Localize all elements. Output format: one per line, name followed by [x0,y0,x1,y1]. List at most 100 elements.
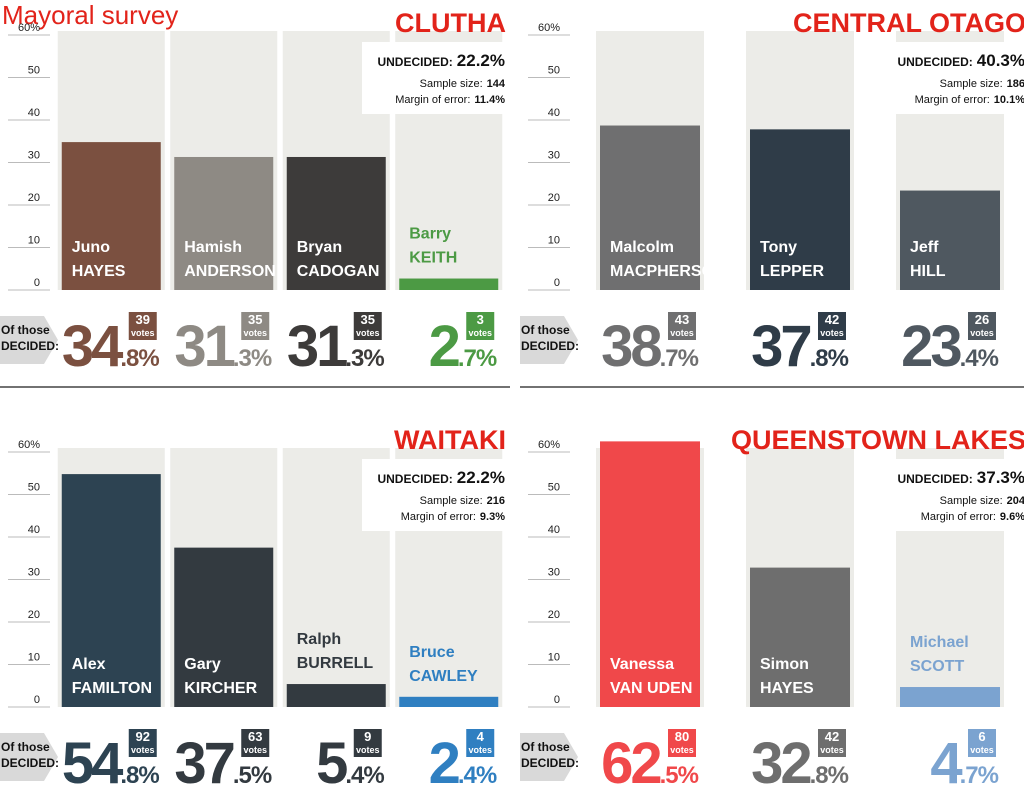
candidate-last-name: HAYES [72,263,126,280]
votes-count: 42 [825,729,839,744]
value-label: 34.8% [62,314,160,379]
candidate-first-name: Juno [72,239,110,256]
y-tick-label: 0 [554,694,560,706]
votes-box [128,729,157,757]
y-tick-label: 10 [548,652,560,664]
value-label: 2.7% [429,314,497,379]
candidate-first-name: Malcolm [610,239,674,256]
value-label: 4.7% [930,731,998,794]
candidate-first-name: Tony [760,239,797,256]
info-box [882,459,1024,531]
votes-box [968,312,996,340]
y-tick-label: 40 [28,107,40,119]
y-tick-label: 50 [548,482,560,494]
votes-label: votes [970,745,994,755]
y-tick-label: 0 [34,277,40,289]
decided-label: DECIDED: [1,756,59,770]
info-value: 144 [487,78,506,90]
candidate-first-name: Vanessa [610,656,674,673]
value-label: 38.7% [601,314,699,379]
value-label: 62.5% [601,731,699,794]
bar [750,129,850,290]
decided-label: DECIDED: [521,339,579,353]
y-tick-label: 30 [28,150,40,162]
candidate-first-name: Michael [910,634,969,651]
candidate-first-name: Hamish [184,239,242,256]
votes-count: 80 [675,729,689,744]
votes-box [241,729,270,757]
value-label: 54.8% [62,731,160,794]
bar [286,684,386,707]
y-tick-label: 0 [34,694,40,706]
info-label: Margin of error: [401,511,476,523]
candidate-first-name: Bruce [409,644,454,661]
candidate-last-name: KEITH [409,250,457,267]
candidate-last-name: FAMILTON [72,680,152,697]
bar [600,441,700,707]
votes-box [353,312,382,340]
info-value: 11.4% [474,94,505,106]
y-tick-label: 50 [28,482,40,494]
bar [399,278,499,290]
y-tick-label: 60% [18,439,40,451]
y-tick-label: 30 [548,150,560,162]
candidate-last-name: MACPHERSON [610,263,726,280]
candidate-last-name: KIRCHER [184,680,257,697]
panel-title: CENTRAL OTAGO [793,8,1024,38]
info-value: 216 [487,495,505,507]
info-label: Sample size: [420,78,483,90]
votes-label: votes [820,745,844,755]
votes-label: votes [356,745,380,755]
info-label: UNDECIDED: [897,55,972,69]
votes-box [466,312,495,340]
votes-count: 4 [477,729,485,744]
decided-label: Of those [521,323,570,337]
y-tick-label: 60% [538,439,560,451]
votes-box [968,729,996,757]
candidate-last-name: BURRELL [297,655,374,672]
info-value: 37.3% [977,468,1024,487]
info-value: 9.3% [480,511,505,523]
candidate-last-name: LEPPER [760,263,824,280]
y-tick-label: 60% [18,22,40,34]
info-box [882,42,1024,114]
y-tick-label: 10 [28,235,40,247]
info-label: UNDECIDED: [377,472,452,486]
decided-arrow [520,733,578,781]
y-tick-label: 50 [28,65,40,77]
value-label: 32.8% [751,731,849,794]
bar [399,696,499,707]
y-tick-label: 20 [28,609,40,621]
bar [61,474,161,707]
page-title: Mayoral survey [2,0,178,30]
info-label: Margin of error: [921,511,996,523]
decided-label: Of those [521,740,570,754]
value-label: 37.8% [751,314,849,379]
votes-label: votes [243,328,267,338]
y-tick-label: 30 [548,567,560,579]
y-tick-label: 0 [554,277,560,289]
value-label: 31.3% [287,314,385,379]
votes-count: 35 [361,312,375,327]
candidate-last-name: SCOTT [910,658,964,675]
votes-count: 3 [477,312,484,327]
votes-box [353,729,382,757]
votes-label: votes [468,328,492,338]
y-tick-label: 20 [548,192,560,204]
y-tick-label: 10 [28,652,40,664]
votes-count: 6 [978,729,985,744]
votes-label: votes [670,745,694,755]
y-tick-label: 40 [548,524,560,536]
candidate-last-name: ANDERSON [184,263,276,280]
decided-label: Of those [1,323,50,337]
votes-box [128,312,157,340]
info-value: 186 [1007,78,1024,90]
bar [750,567,850,707]
votes-box [241,312,270,340]
panel-title: QUEENSTOWN LAKES [731,425,1024,455]
y-tick-label: 30 [28,567,40,579]
votes-box [818,312,846,340]
value-label: 23.4% [901,314,999,379]
y-tick-label: 50 [548,65,560,77]
